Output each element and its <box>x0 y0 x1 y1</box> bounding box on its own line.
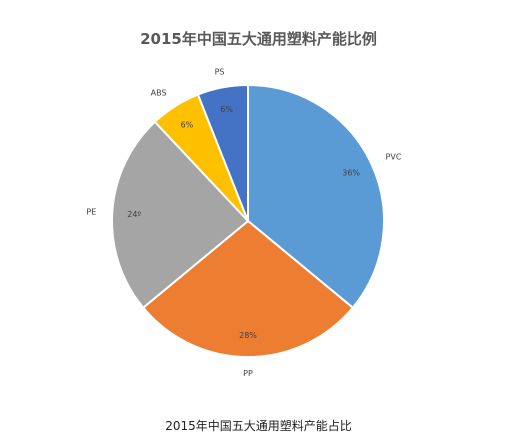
chart-title: 2015年中国五大通用塑料产能比例 <box>140 30 377 48</box>
data-label-abs: 6% <box>181 121 194 130</box>
pie-slice-pvc <box>247 83 385 310</box>
pie-slice-pe <box>111 120 250 310</box>
figure-caption: 2015年中国五大通用塑料产能占比 <box>165 419 352 433</box>
data-label-pp: 28% <box>239 331 257 340</box>
category-label-pp: PP <box>243 369 253 378</box>
data-label-ps: 6% <box>220 105 233 114</box>
data-label-pe: 24º <box>127 210 141 219</box>
data-label-pvc: 36% <box>342 168 360 177</box>
pie-slice-pp <box>141 219 355 358</box>
category-label-pe: PE <box>86 207 96 216</box>
category-label-abs: ABS <box>151 89 167 98</box>
category-label-pvc: PVC <box>386 152 402 161</box>
category-label-ps: PS <box>215 68 225 77</box>
pie-slice-ps <box>196 83 249 222</box>
